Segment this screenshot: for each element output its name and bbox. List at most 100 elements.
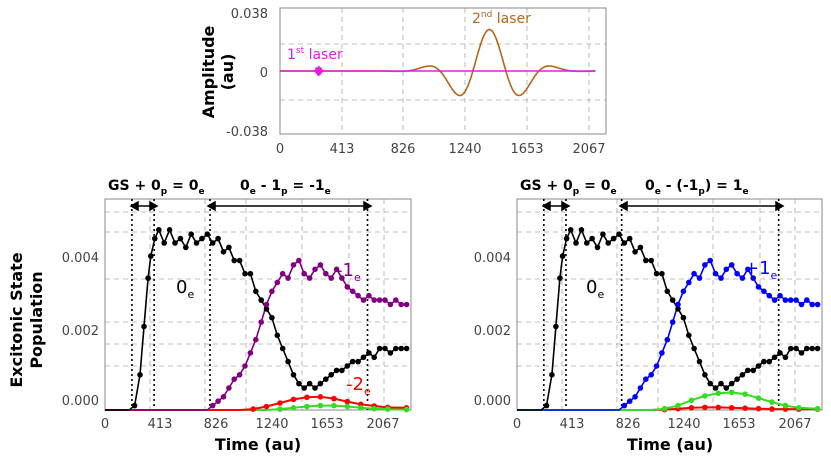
data-point bbox=[659, 270, 665, 277]
data-point bbox=[269, 314, 275, 321]
br-y-ticks: 0.004 0.002 0.000 bbox=[474, 251, 511, 409]
data-point bbox=[274, 332, 281, 339]
data-point bbox=[782, 297, 789, 303]
data-point bbox=[306, 380, 313, 387]
data-point bbox=[355, 358, 361, 365]
data-point bbox=[398, 301, 405, 308]
data-point bbox=[258, 319, 265, 325]
data-point bbox=[782, 354, 789, 361]
data-point bbox=[247, 270, 254, 277]
data-point bbox=[702, 393, 708, 399]
data-point bbox=[279, 270, 286, 277]
data-point bbox=[366, 292, 372, 299]
data-point bbox=[543, 402, 550, 409]
data-point bbox=[761, 288, 767, 295]
data-point bbox=[344, 403, 351, 410]
bl-frame bbox=[104, 198, 412, 411]
data-point bbox=[809, 345, 815, 352]
y-tick-label: 0.000 bbox=[474, 394, 511, 409]
bottom-left-panel: 0.004 0.002 0.000 0 413 826 1240 1653 20… bbox=[7, 178, 412, 454]
data-point bbox=[355, 292, 361, 299]
x-tick-label: 413 bbox=[148, 417, 173, 432]
data-point bbox=[285, 358, 291, 365]
data-point bbox=[317, 380, 324, 387]
data-point bbox=[304, 403, 310, 410]
data-point bbox=[769, 399, 775, 405]
data-point bbox=[253, 288, 259, 295]
data-point bbox=[559, 253, 566, 259]
data-point bbox=[734, 376, 740, 383]
data-point bbox=[728, 405, 735, 411]
data-point bbox=[632, 394, 638, 400]
data-point bbox=[301, 270, 308, 277]
y-tick-label: 0 bbox=[260, 66, 268, 81]
x-tick-label: 2067 bbox=[572, 142, 605, 157]
data-point bbox=[333, 266, 340, 273]
x-tick-label: 1653 bbox=[722, 417, 755, 432]
data-point bbox=[161, 240, 167, 246]
data-point bbox=[269, 288, 275, 295]
data-point bbox=[707, 380, 713, 387]
data-point bbox=[648, 257, 654, 264]
data-point bbox=[188, 231, 194, 237]
x-tick-label: 826 bbox=[616, 417, 641, 432]
bl-arrow-gs bbox=[129, 200, 159, 212]
data-point bbox=[247, 350, 254, 356]
data-point bbox=[814, 345, 821, 352]
br-zero-e-label: 0e bbox=[586, 277, 604, 301]
data-point bbox=[387, 350, 394, 356]
data-point bbox=[371, 405, 378, 412]
data-point bbox=[755, 405, 762, 412]
data-point bbox=[728, 262, 735, 268]
data-point bbox=[317, 394, 324, 400]
data-point bbox=[766, 292, 773, 299]
data-point bbox=[263, 403, 270, 410]
data-point bbox=[643, 257, 649, 264]
data-point bbox=[199, 235, 205, 242]
data-point bbox=[285, 275, 291, 281]
x-tick-label: 1240 bbox=[448, 142, 481, 157]
br-vertical-markers bbox=[543, 199, 780, 410]
data-point bbox=[344, 284, 351, 290]
data-point bbox=[344, 398, 351, 405]
data-point bbox=[734, 270, 740, 277]
br-grid bbox=[517, 199, 822, 410]
data-point bbox=[204, 231, 211, 237]
data-point bbox=[398, 345, 405, 352]
data-point bbox=[594, 244, 601, 251]
y-tick-label: 0.004 bbox=[62, 251, 99, 266]
data-point bbox=[796, 405, 802, 411]
data-point bbox=[702, 372, 708, 378]
data-point bbox=[750, 275, 756, 281]
data-point bbox=[621, 402, 628, 409]
data-point bbox=[317, 262, 324, 268]
data-point bbox=[382, 345, 388, 352]
br-arrow-transition bbox=[618, 200, 785, 212]
data-point bbox=[209, 240, 216, 246]
data-point bbox=[728, 389, 735, 396]
data-point bbox=[680, 314, 687, 321]
data-point bbox=[172, 240, 178, 246]
data-point bbox=[626, 398, 633, 405]
data-point bbox=[723, 266, 730, 273]
br-data-points bbox=[543, 227, 821, 413]
data-point bbox=[610, 235, 617, 242]
data-point bbox=[680, 288, 687, 295]
data-point bbox=[691, 270, 697, 277]
top-y-ticks: 0.038 0 -0.038 bbox=[226, 7, 268, 140]
data-point bbox=[702, 262, 708, 268]
data-point bbox=[745, 367, 751, 374]
data-point bbox=[209, 402, 216, 409]
data-point bbox=[296, 257, 302, 264]
data-point bbox=[553, 323, 559, 330]
data-point bbox=[688, 397, 695, 404]
data-point bbox=[782, 402, 789, 409]
data-point bbox=[193, 240, 200, 246]
data-point bbox=[366, 350, 372, 356]
data-point bbox=[304, 394, 310, 401]
br-x-axis-label: Time (au) bbox=[627, 435, 713, 454]
data-point bbox=[236, 372, 243, 378]
data-point bbox=[312, 266, 318, 273]
top-x-ticks: 0 413 826 1240 1653 2067 bbox=[276, 142, 606, 157]
data-point bbox=[761, 358, 767, 365]
